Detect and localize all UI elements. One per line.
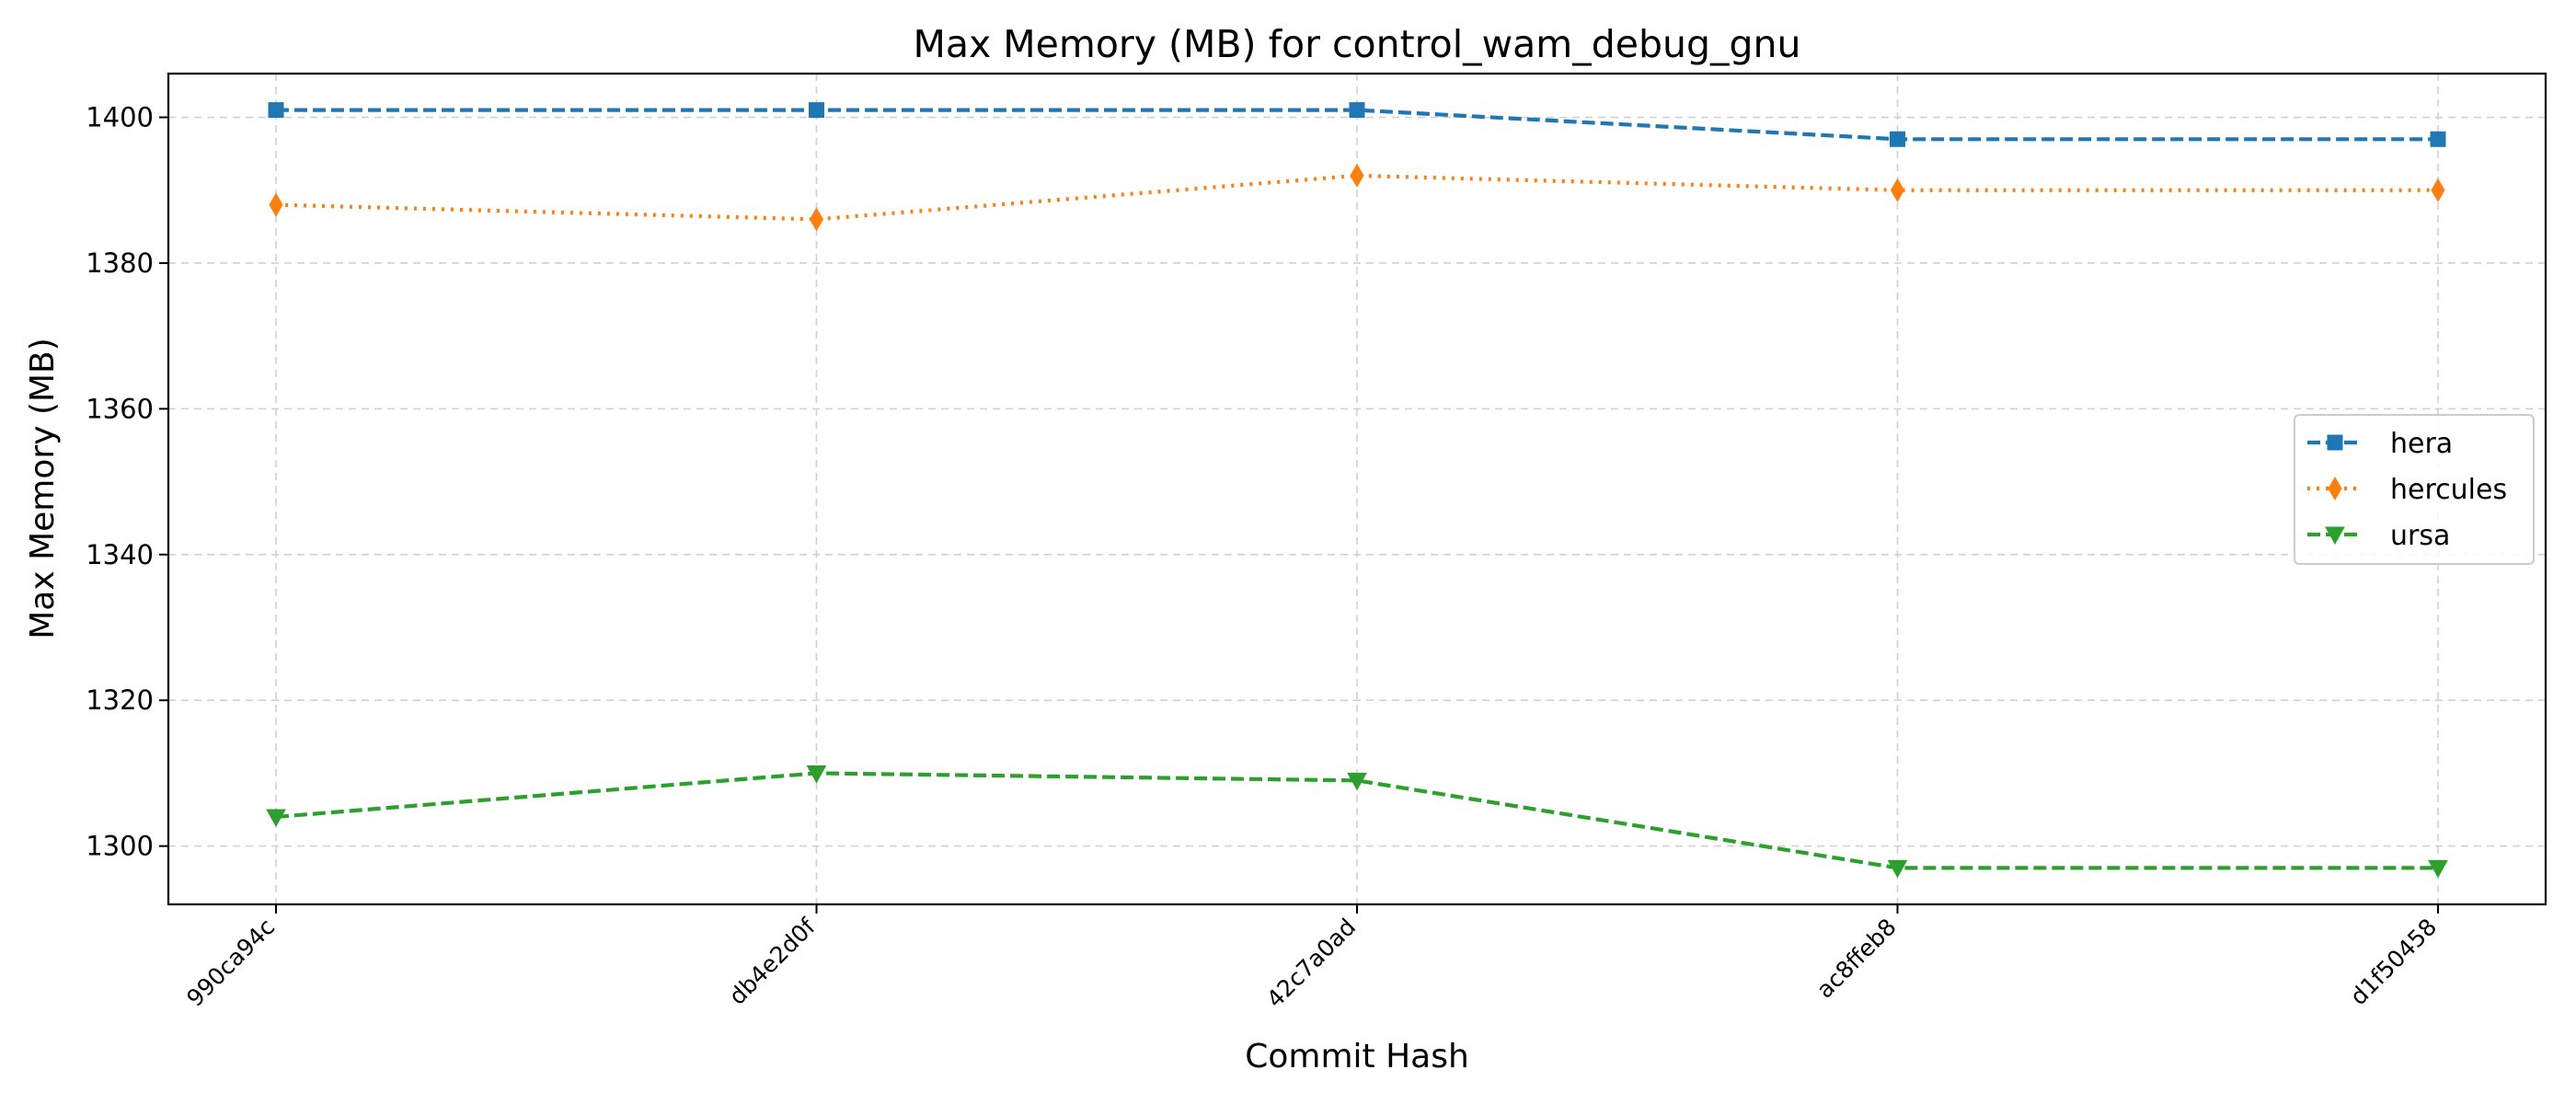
chart-title: Max Memory (MB) for control_wam_debug_gn… — [913, 22, 1800, 66]
series-line-ursa — [275, 771, 2438, 870]
data-point-hercules — [1350, 163, 1364, 188]
legend: hera hercules ursa — [2294, 414, 2535, 565]
data-point-ursa — [1887, 859, 1908, 879]
data-point-hercules — [809, 207, 824, 232]
legend-marker-hercules — [2328, 477, 2342, 500]
legend-label-hercules: hercules — [2390, 474, 2507, 506]
data-point-ursa — [2428, 859, 2448, 879]
series-line-hera — [276, 108, 2438, 142]
y-axis: 1300 1320 1340 1360 1380 1400 — [86, 102, 168, 862]
x-axis-label: Commit Hash — [1245, 1038, 1469, 1075]
data-point-hera — [2430, 131, 2446, 147]
legend-label-hera: hera — [2390, 428, 2453, 460]
legend-marker-hera — [2327, 434, 2343, 451]
data-point-hercules — [1890, 178, 1905, 202]
data-point-hera — [1890, 131, 1905, 147]
legend-box — [2294, 414, 2535, 565]
data-point-hera — [809, 102, 824, 119]
y-tick-label: 1340 — [86, 539, 154, 570]
series-hera — [268, 102, 2446, 147]
y-tick-label: 1400 — [86, 102, 154, 133]
series-hercules — [269, 163, 2445, 232]
data-point-ursa — [806, 765, 827, 784]
data-point-ursa — [1347, 772, 1367, 791]
y-axis-label: Max Memory (MB) — [24, 338, 62, 639]
legend-label-ursa: ursa — [2390, 520, 2450, 552]
y-tick-label: 1380 — [86, 247, 154, 279]
data-point-hercules — [2431, 178, 2445, 202]
series-ursa — [266, 765, 2448, 879]
data-point-hera — [268, 102, 284, 119]
series-group — [266, 102, 2448, 879]
y-tick-label: 1320 — [86, 684, 154, 716]
y-tick-label: 1360 — [86, 393, 154, 424]
series-line-hercules — [275, 173, 2438, 222]
data-point-hera — [1349, 102, 1365, 119]
data-point-ursa — [266, 809, 286, 827]
y-tick-label: 1300 — [86, 831, 154, 862]
legend-marker-ursa — [2325, 526, 2345, 546]
data-point-hercules — [269, 192, 283, 217]
